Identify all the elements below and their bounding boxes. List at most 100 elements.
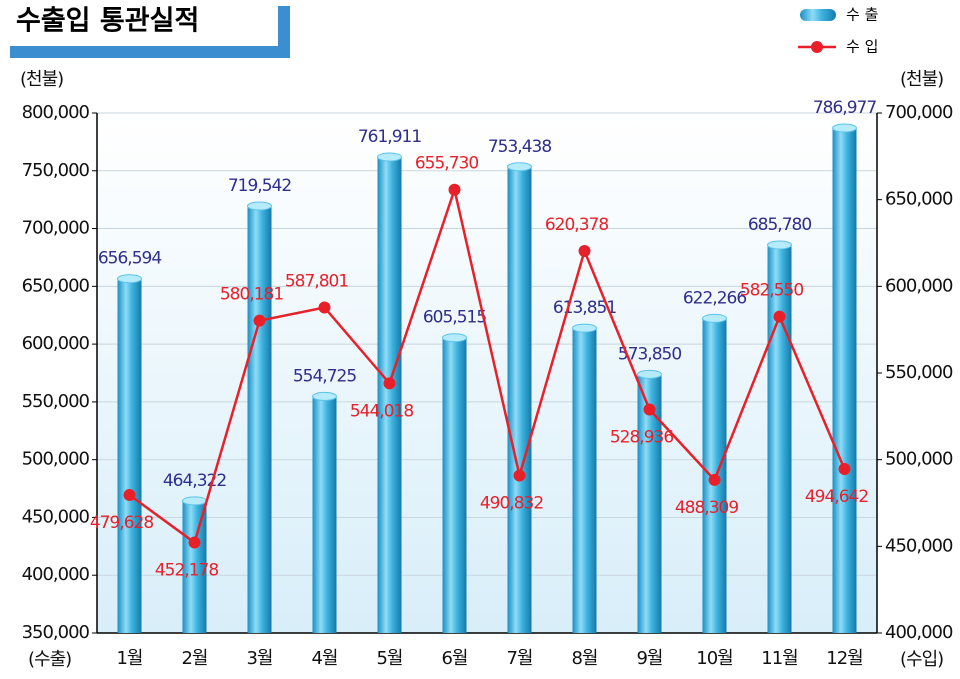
chart-title: 수출입 통관실적	[16, 6, 199, 37]
y2-tick-label: 450,000	[885, 535, 953, 556]
bar-top	[637, 369, 662, 379]
y-tick-label: 700,000	[22, 218, 90, 239]
line-value-label: 587,801	[285, 271, 348, 291]
line-value-label: 655,730	[415, 154, 478, 174]
bar	[442, 337, 467, 633]
line-value-label: 494,642	[805, 487, 868, 507]
x-tick-label: 2월	[181, 648, 207, 669]
line-point	[188, 536, 201, 549]
line-point	[578, 245, 591, 258]
line-point	[123, 488, 136, 501]
y-tick-label: 400,000	[22, 564, 90, 585]
line-value-label: 488,309	[675, 498, 738, 518]
y-tick-label: 500,000	[22, 449, 90, 470]
x-tick-label: 9월	[636, 648, 662, 669]
bar	[182, 500, 207, 633]
line-value-label: 620,378	[545, 215, 608, 235]
line-point	[448, 183, 461, 196]
bar-top	[572, 323, 597, 333]
bar	[572, 328, 597, 633]
bar-value-label: 554,725	[293, 366, 356, 386]
bar-top	[377, 152, 402, 162]
x-tick-label: 8월	[571, 648, 597, 669]
x-tick-label: 12월	[826, 648, 862, 669]
bar-value-label: 753,438	[488, 137, 551, 157]
bar-top	[182, 496, 207, 506]
line-point	[253, 314, 266, 327]
bar	[247, 205, 272, 633]
x-tick-label: 6월	[441, 648, 467, 669]
bar-top	[117, 274, 142, 284]
line-value-label: 452,178	[155, 561, 218, 581]
y-tick-label: 800,000	[22, 102, 90, 123]
y2-tick-label: 400,000	[885, 622, 953, 643]
plot-area	[97, 113, 877, 633]
y-tick-label: 550,000	[22, 391, 90, 412]
bar-value-label: 685,780	[748, 215, 811, 235]
y-unit: (천불)	[20, 69, 63, 90]
x-tick-label: 3월	[246, 648, 272, 669]
bar-top	[702, 313, 727, 323]
bar-value-label: 573,850	[618, 344, 681, 364]
line-point	[513, 469, 526, 482]
y-tick-label: 350,000	[22, 622, 90, 643]
line-point	[708, 473, 721, 486]
legend-label: 수 출	[846, 6, 878, 24]
y-tick-label: 450,000	[22, 506, 90, 527]
line	[128, 185, 846, 545]
y2-unit: (천불)	[900, 69, 943, 90]
bar	[767, 244, 792, 633]
bar	[312, 396, 337, 633]
legend-dot	[811, 41, 823, 53]
bar	[507, 166, 532, 633]
bar-value-label: 719,542	[228, 176, 291, 196]
bar-top	[767, 240, 792, 250]
y-tick-label: 750,000	[22, 160, 90, 181]
bar-value-label: 622,266	[683, 288, 746, 308]
bar-top	[247, 201, 272, 211]
bar-value-label: 464,322	[163, 471, 226, 491]
line-value-label: 479,628	[90, 513, 153, 533]
bar-top	[507, 162, 532, 172]
bar-value-label: 605,515	[423, 308, 486, 328]
legend-label: 수 입	[846, 38, 878, 56]
x-tick-label: 10월	[696, 648, 732, 669]
bar-value-label: 761,911	[358, 127, 421, 147]
line-point	[773, 310, 786, 323]
x-tick-label: 11월	[761, 648, 797, 669]
bar-value-label: 656,594	[98, 249, 161, 269]
line-point	[838, 462, 851, 475]
line-value-label: 528,936	[610, 428, 673, 448]
bar-value-label: 786,977	[813, 98, 876, 118]
x-tick-label: 7월	[506, 648, 532, 669]
y-tick-label: 600,000	[22, 333, 90, 354]
x-tick-label: 1월	[116, 648, 142, 669]
line-value-label: 580,181	[220, 285, 283, 305]
bar-top	[312, 391, 337, 401]
line-point	[318, 301, 331, 314]
bar-top	[832, 123, 857, 133]
bar-top	[442, 333, 467, 343]
line-value-label: 490,832	[480, 494, 543, 514]
y2-tick-label: 700,000	[885, 102, 953, 123]
line-point	[643, 403, 656, 416]
bar	[117, 278, 142, 633]
legend-swatch	[800, 9, 836, 21]
title-box	[0, 0, 278, 46]
line-point	[383, 377, 396, 390]
x-tick-label: 4월	[311, 648, 337, 669]
line-value-label: 544,018	[350, 401, 413, 421]
y-axis-label: (수출)	[28, 649, 71, 670]
bar	[377, 157, 402, 633]
line-value-label: 582,550	[740, 281, 803, 301]
y2-tick-label: 500,000	[885, 449, 953, 470]
bar	[832, 128, 857, 633]
x-tick-label: 5월	[376, 648, 402, 669]
y2-tick-label: 650,000	[885, 189, 953, 210]
y2-tick-label: 550,000	[885, 362, 953, 383]
y-tick-label: 650,000	[22, 275, 90, 296]
y2-axis-label: (수입)	[900, 649, 943, 670]
y2-tick-label: 600,000	[885, 275, 953, 296]
